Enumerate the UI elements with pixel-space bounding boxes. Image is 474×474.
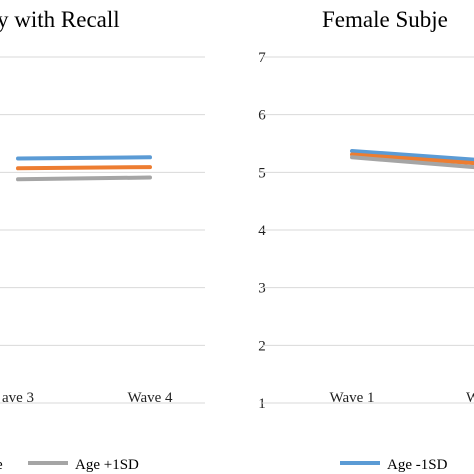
right-y-tick-label: 2 xyxy=(258,338,266,354)
left-chart-title: y with Recall xyxy=(0,7,120,32)
right-y-tick-label: 1 xyxy=(258,396,266,412)
right-y-tick-label: 7 xyxy=(258,50,266,66)
right-series-lines xyxy=(350,149,474,170)
legend-label-age-plus-1sd: Age +1SD xyxy=(75,457,139,473)
left-series-line-1 xyxy=(16,155,152,161)
right-chart-panel: Female Subje 7 6 5 4 3 2 1 Wave 1 W Age -1SD xyxy=(258,7,474,473)
left-series-line-3 xyxy=(16,175,152,182)
left-series-lines xyxy=(16,155,152,182)
right-series-line-2 xyxy=(350,152,474,166)
left-legend-fragment: e xyxy=(0,457,3,473)
left-x-tick-2: Wave 4 xyxy=(127,390,173,406)
right-x-tick-2: W xyxy=(466,390,474,406)
right-chart-title: Female Subje xyxy=(322,7,448,32)
left-x-tick-1: ave 3 xyxy=(2,390,34,406)
right-y-tick-label: 6 xyxy=(258,108,266,124)
right-y-axis-ticks: 7 6 5 4 3 2 1 xyxy=(258,50,266,412)
right-x-tick-1: Wave 1 xyxy=(329,390,374,406)
right-y-tick-label: 4 xyxy=(258,223,266,239)
right-series-line-1 xyxy=(350,149,474,162)
right-y-tick-label: 5 xyxy=(258,165,266,181)
right-series-line-3 xyxy=(350,155,474,170)
left-series-line-2 xyxy=(16,165,152,171)
legend-label-age-minus-1sd: Age -1SD xyxy=(387,457,448,473)
right-gridlines xyxy=(262,56,474,404)
left-chart-panel: y with Recall ave 3 Wave 4 e Age +1SD xyxy=(0,7,205,473)
left-gridlines xyxy=(0,56,205,404)
right-y-tick-label: 3 xyxy=(258,281,266,297)
